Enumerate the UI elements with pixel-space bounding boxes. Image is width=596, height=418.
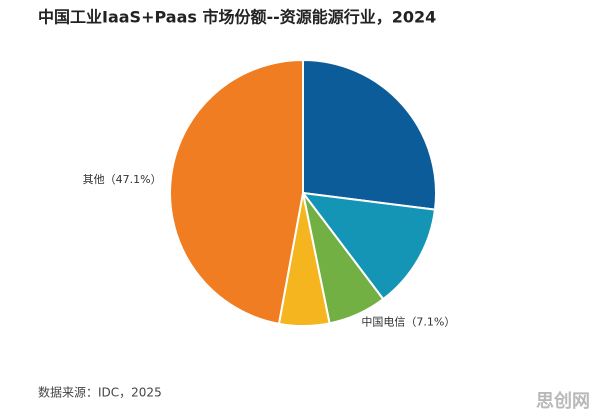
category-label: 中国电信 (361, 315, 405, 328)
watermark: 思创网 (536, 390, 590, 412)
slice-label: 其他（47.1%） (83, 173, 162, 186)
pie-slice (300, 191, 437, 301)
slice-label: 中国电信（7.1%） (361, 315, 455, 328)
pie-slice (169, 58, 304, 325)
category-label: 其他 (83, 173, 105, 186)
value-label: （7.1%） (405, 315, 455, 328)
pie-slice (302, 58, 437, 211)
chart-title: 中国工业IaaS+Paas 市场份额--资源能源行业，2024 (38, 8, 436, 27)
value-label: （47.1%） (105, 173, 162, 186)
source-note: 数据来源：IDC，2025 (38, 385, 162, 400)
